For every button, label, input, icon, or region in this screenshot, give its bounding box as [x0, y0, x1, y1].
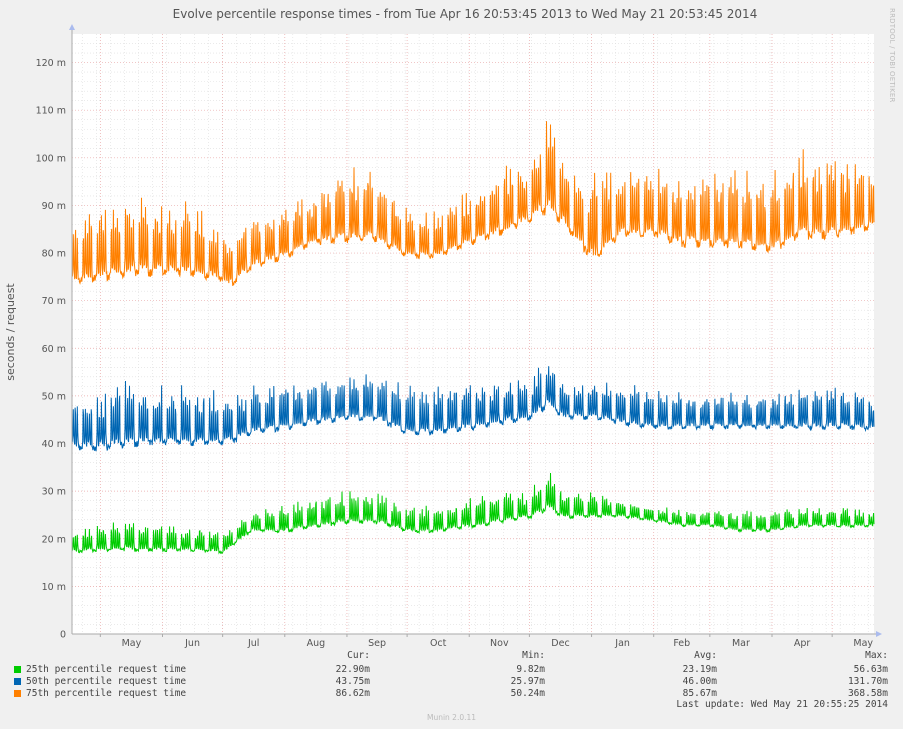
grid [72, 34, 874, 634]
y-tick-label: 60 m [42, 344, 66, 355]
x-tick-label: May [853, 638, 873, 649]
stat-avg: 85.67m [682, 688, 717, 699]
legend-row-p25: 25th percentile request time 22.90m 9.82… [0, 664, 903, 676]
x-tick-label: Oct [430, 638, 447, 649]
legend-swatch [14, 666, 21, 673]
legend-header: Cur: Min: Avg: Max: [0, 650, 903, 662]
y-axis-label: seconds / request [4, 283, 17, 381]
y-tick-label: 110 m [36, 106, 66, 117]
legend-swatch [14, 678, 21, 685]
x-tick-label: Apr [794, 638, 811, 649]
stat-min: 50.24m [510, 688, 545, 699]
legend-label: 50th percentile request time [26, 676, 187, 687]
y-tick-label: 40 m [42, 439, 66, 450]
chart-title: Evolve percentile response times - from … [173, 7, 758, 21]
stat-min: 25.97m [510, 676, 545, 687]
header-max: Max: [865, 650, 888, 661]
legend-row-p75: 75th percentile request time 86.62m 50.2… [0, 688, 903, 700]
y-tick-label: 100 m [36, 153, 66, 164]
axes: 0 10 m 20 m 30 m 40 m 50 m 60 m 70 m 80 m 90 m 100… [36, 24, 882, 649]
x-tick-label: Jun [184, 638, 200, 649]
y-tick-label: 80 m [42, 249, 66, 260]
stat-cur: 43.75m [335, 676, 370, 687]
legend-row-p50: 50th percentile request time 43.75m 25.9… [0, 676, 903, 688]
plot-canvas [72, 34, 874, 634]
legend-label: 25th percentile request time [26, 664, 187, 675]
y-tick-label: 0 [60, 630, 66, 641]
x-axis-arrow [876, 631, 882, 637]
series-group [71, 121, 875, 555]
header-cur: Cur: [347, 650, 370, 661]
stat-max: 368.58m [847, 688, 888, 699]
munin-footer: Munin 2.0.11 [426, 713, 477, 722]
legend-swatch [14, 690, 21, 697]
legend-label: 75th percentile request time [26, 688, 187, 699]
x-tick-label: Sep [368, 638, 386, 649]
x-tick-label: Jan [614, 638, 630, 649]
series-line-p75 [71, 121, 875, 286]
header-min: Min: [522, 650, 545, 661]
x-tick-label: Nov [490, 638, 509, 649]
stat-cur: 22.90m [335, 664, 370, 675]
x-tick-label: Feb [673, 638, 690, 649]
chart: 0 10 m 20 m 30 m 40 m 50 m 60 m 70 m 80 m 90 m 100… [4, 7, 882, 649]
y-tick-label: 50 m [42, 391, 66, 402]
stat-avg: 23.19m [682, 664, 717, 675]
series-line-p25 [71, 472, 875, 555]
x-tick-label: Jul [247, 638, 259, 649]
x-tick-label: Aug [307, 638, 326, 649]
y-tick-label: 20 m [42, 534, 66, 545]
y-tick-label: 30 m [42, 487, 66, 498]
stat-max: 131.70m [847, 676, 888, 687]
stat-min: 9.82m [516, 664, 545, 675]
y-tick-label: 90 m [42, 201, 66, 212]
x-tick-label: May [122, 638, 142, 649]
series-line-p50 [71, 366, 875, 452]
x-tick-label: Mar [732, 638, 750, 649]
header-avg: Avg: [694, 650, 717, 661]
x-tick-label: Dec [551, 638, 569, 649]
y-tick-label: 120 m [36, 58, 66, 69]
y-tick-label: 10 m [42, 582, 66, 593]
stat-avg: 46.00m [682, 676, 717, 687]
last-update: Last update: Wed May 21 20:55:25 2014 [676, 699, 888, 710]
y-tick-label: 70 m [42, 296, 66, 307]
stat-max: 56.63m [853, 664, 888, 675]
legend: Cur: Min: Avg: Max: 25th percentile requ… [0, 650, 903, 710]
stat-cur: 86.62m [335, 688, 370, 699]
y-axis-arrow [69, 24, 75, 30]
rrdtool-credit: RRDTOOL / TOBI OETIKER [888, 8, 896, 103]
